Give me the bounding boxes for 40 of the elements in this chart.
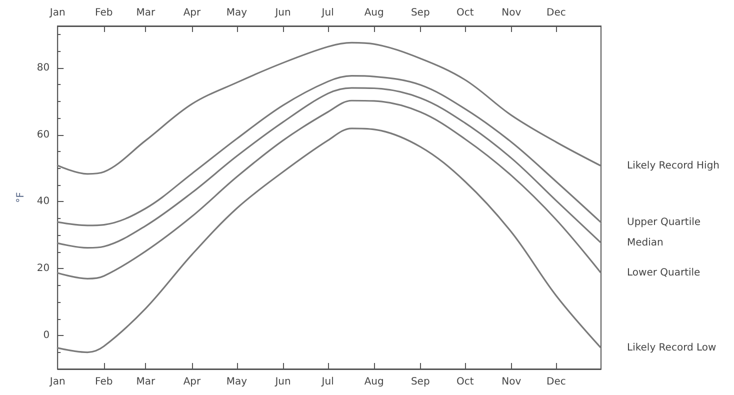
x-tick-label: Mar [136, 376, 156, 388]
line-series [56, 87, 602, 249]
x2-tick-label: Feb [95, 8, 113, 18]
y-tick-label: 80 [36, 62, 50, 74]
x-tick-label: Aug [364, 376, 384, 388]
text: Median [627, 237, 664, 248]
x2-tick-label: Dec [546, 8, 566, 18]
text: Lower Quartile [627, 267, 700, 278]
line-series [56, 75, 602, 226]
x-tick-label: Dec [546, 376, 566, 388]
x2-tick-label: Mar [136, 8, 156, 18]
line-series [56, 42, 602, 175]
x-tick-label: Jul [320, 376, 334, 388]
x-tick-label: May [226, 376, 248, 388]
x2-tick-label: Jun [274, 8, 291, 18]
x2-tick-label: Aug [364, 8, 384, 18]
y-tick-label: 60 [36, 129, 50, 140]
x2-tick-label: Jul [320, 8, 334, 18]
x-tick-label: Nov [502, 376, 522, 388]
x-tick-label: Apr [183, 376, 202, 388]
text: Likely Record High [627, 160, 720, 172]
x2-tick-label: Apr [183, 8, 202, 18]
x2-tick-label: May [226, 8, 248, 18]
x-tick-label: Jan [48, 376, 66, 388]
x2-tick-label: Nov [502, 8, 522, 18]
x2-tick-label: Oct [456, 8, 474, 18]
y-tick-label: 20 [36, 263, 50, 274]
x-tick-label: Sep [410, 376, 430, 388]
text: Likely Record Low [627, 342, 716, 354]
x-tick-label: Feb [95, 376, 113, 388]
y-tick-label: 0 [43, 330, 50, 342]
y-axis-title: °F [16, 192, 26, 203]
x-tick-label: Jun [274, 376, 291, 388]
line-series [56, 128, 602, 354]
text: Upper Quartile [627, 216, 701, 228]
x2-tick-label: Jan [48, 8, 66, 18]
x2-tick-label: Sep [410, 8, 430, 18]
y-tick-label: 40 [36, 196, 50, 208]
line-series [56, 100, 602, 280]
x-tick-label: Oct [456, 376, 474, 388]
